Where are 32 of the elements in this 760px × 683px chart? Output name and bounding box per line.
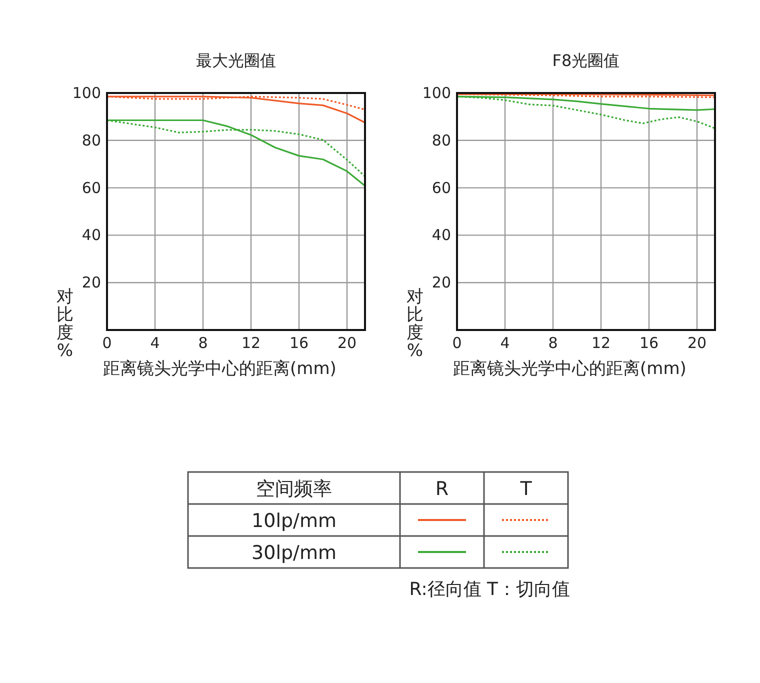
x-tick-label: 8 <box>548 334 558 352</box>
y-tick-label: 60 <box>432 178 451 197</box>
y-tick-label: 100 <box>422 84 451 102</box>
x-tick-label: 12 <box>591 334 611 352</box>
y-tick-label: 80 <box>432 131 451 150</box>
y-tick-label: 40 <box>82 226 101 244</box>
x-tick-label: 16 <box>289 334 309 352</box>
chart-title: F8光圈值 <box>552 51 620 70</box>
chart-title: 最大光圈值 <box>196 51 276 70</box>
legend: 空间频率 R T 10lp/mm 30lp/mm R:径向值 T：切向值 <box>187 471 570 600</box>
y-tick-label: 80 <box>82 131 101 150</box>
x-axis-title: 距离镜头光学中心的距离(mm) <box>103 359 336 379</box>
x-tick-label: 4 <box>150 334 160 352</box>
y-tick-label: 100 <box>72 84 101 102</box>
x-tick-label: 20 <box>687 334 707 352</box>
x-tick-label: 8 <box>198 334 208 352</box>
x-tick-label: 16 <box>639 334 659 352</box>
y-tick-label: 60 <box>82 178 101 197</box>
x-tick-label: 20 <box>337 334 357 352</box>
x-tick-label: 0 <box>452 334 462 352</box>
y-tick-label: 40 <box>432 226 451 244</box>
x-axis-title: 距离镜头光学中心的距离(mm) <box>453 359 686 379</box>
legend-title: 空间频率 <box>256 478 332 500</box>
y-tick-label: 20 <box>432 274 451 292</box>
y-tick-label: 20 <box>82 274 101 292</box>
y-axis-title: 对比度% <box>406 287 424 361</box>
x-tick-label: 12 <box>241 334 261 352</box>
x-tick-label: 0 <box>102 334 112 352</box>
y-axis-title: 对比度% <box>56 287 74 361</box>
legend-item: 30lp/mm <box>252 542 550 564</box>
legend-item: 10lp/mm <box>252 510 550 532</box>
x-tick-label: 4 <box>500 334 510 352</box>
